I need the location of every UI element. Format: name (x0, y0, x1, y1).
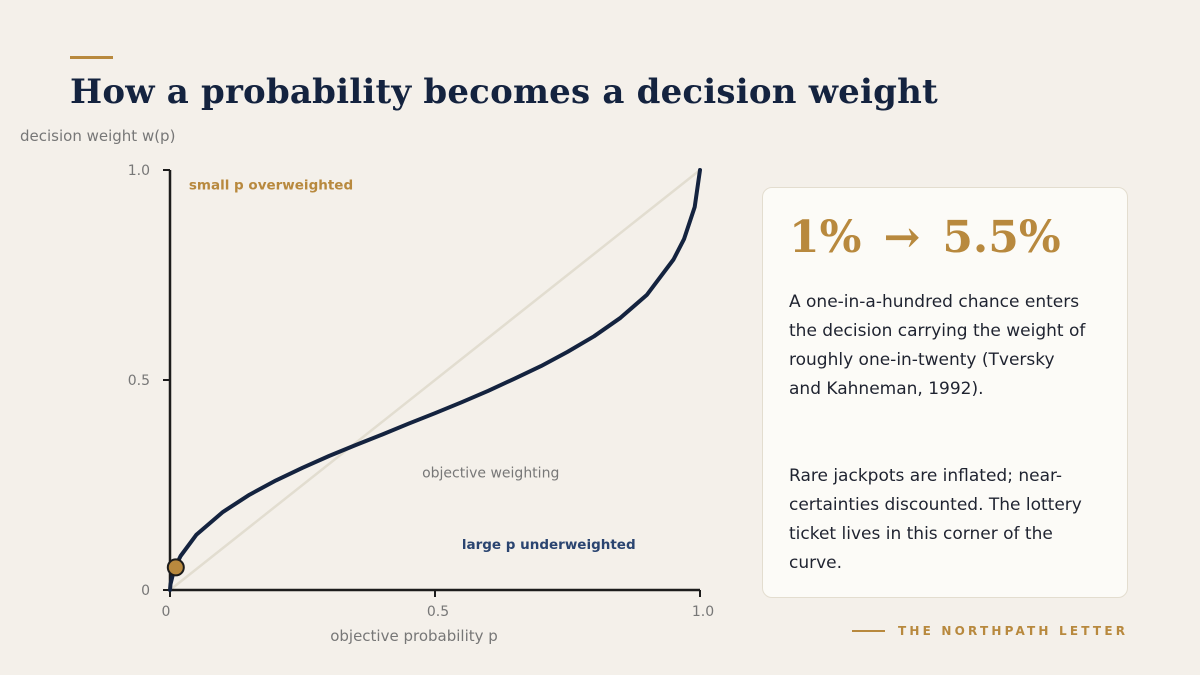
card-paragraph-2: Rare jackpots are inflated; near-certain… (789, 466, 1082, 573)
card-paragraph-1: A one-in-a-hundred chance enters the dec… (789, 292, 1086, 399)
x-tick-label: 0.5 (427, 604, 449, 620)
stat-callout: 1% → 5.5% (789, 212, 1061, 263)
page-title: How a probability becomes a decision wei… (70, 72, 938, 112)
stat-from: 1% (789, 212, 862, 263)
brand-name: THE NORTHPATH LETTER (898, 624, 1129, 638)
y-tick-label: 0.5 (128, 373, 150, 389)
y-tick-label: 1.0 (128, 163, 150, 179)
y-axis-label: decision weight w(p) (20, 127, 175, 145)
annotation-small-p: small p overweighted (189, 178, 353, 194)
x-axis-label: objective probability p (330, 627, 498, 645)
x-tick-label: 0 (162, 604, 171, 620)
probability-weighting-chart: 0 0.5 1.0 0 0.5 1.0 decision weight w(p) object… (20, 127, 714, 645)
annotation-objective-weighting: objective weighting (422, 465, 559, 481)
weighting-curve (168, 168, 702, 592)
title-accent-rule (70, 56, 113, 59)
brand-footer: THE NORTHPATH LETTER (852, 624, 1128, 638)
insight-card: 1% → 5.5% A one-in-a-hundred chance enters… (762, 187, 1128, 598)
y-tick-label: 0 (141, 583, 150, 599)
brand-rule (852, 630, 885, 632)
stat-to: 5.5% (942, 212, 1061, 263)
stat-arrow-icon: → (883, 212, 921, 263)
objective-weighting-line (169, 169, 701, 591)
x-tick-label: 1.0 (692, 604, 714, 620)
annotation-large-p: large p underweighted (462, 537, 636, 553)
highlight-point (166, 558, 185, 577)
